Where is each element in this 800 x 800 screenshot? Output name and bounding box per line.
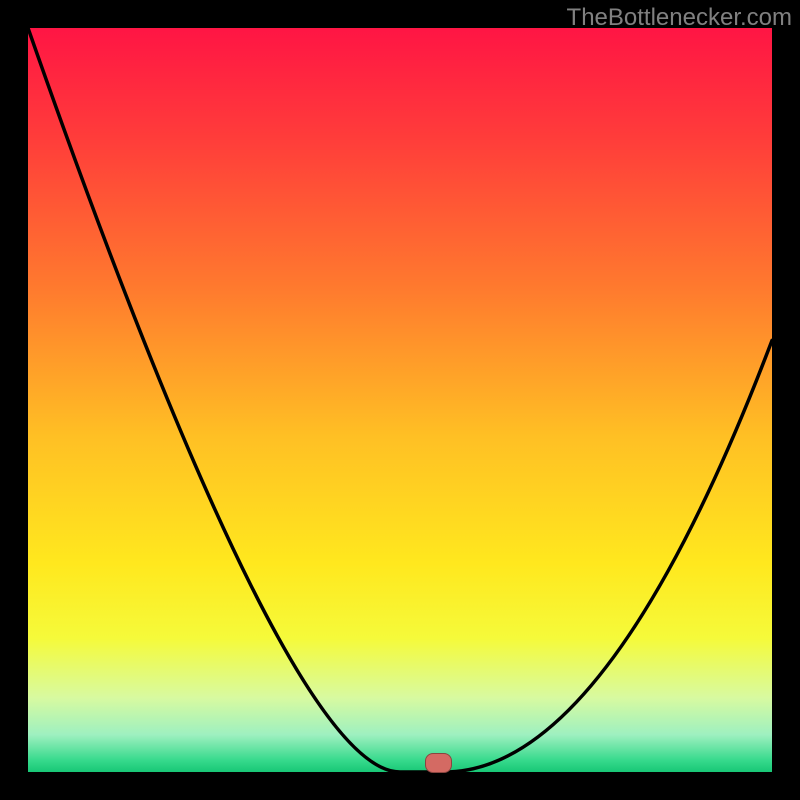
chart-stage: TheBottlenecker.com xyxy=(0,0,800,800)
bottleneck-curve xyxy=(28,28,772,772)
plot-area xyxy=(28,28,772,772)
optimal-point-marker xyxy=(425,753,452,773)
